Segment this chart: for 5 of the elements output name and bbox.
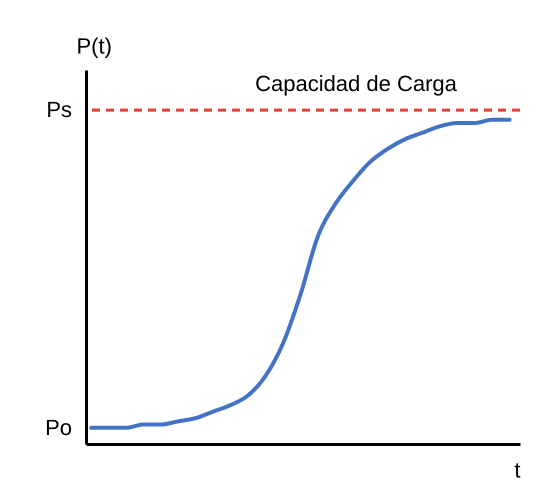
- x-axis-title: t: [514, 458, 520, 482]
- ref-line-label: Capacidad de Carga: [255, 71, 458, 96]
- y-axis-title: P(t): [76, 34, 112, 58]
- text: Ps: [46, 97, 72, 122]
- text: Po: [45, 414, 72, 440]
